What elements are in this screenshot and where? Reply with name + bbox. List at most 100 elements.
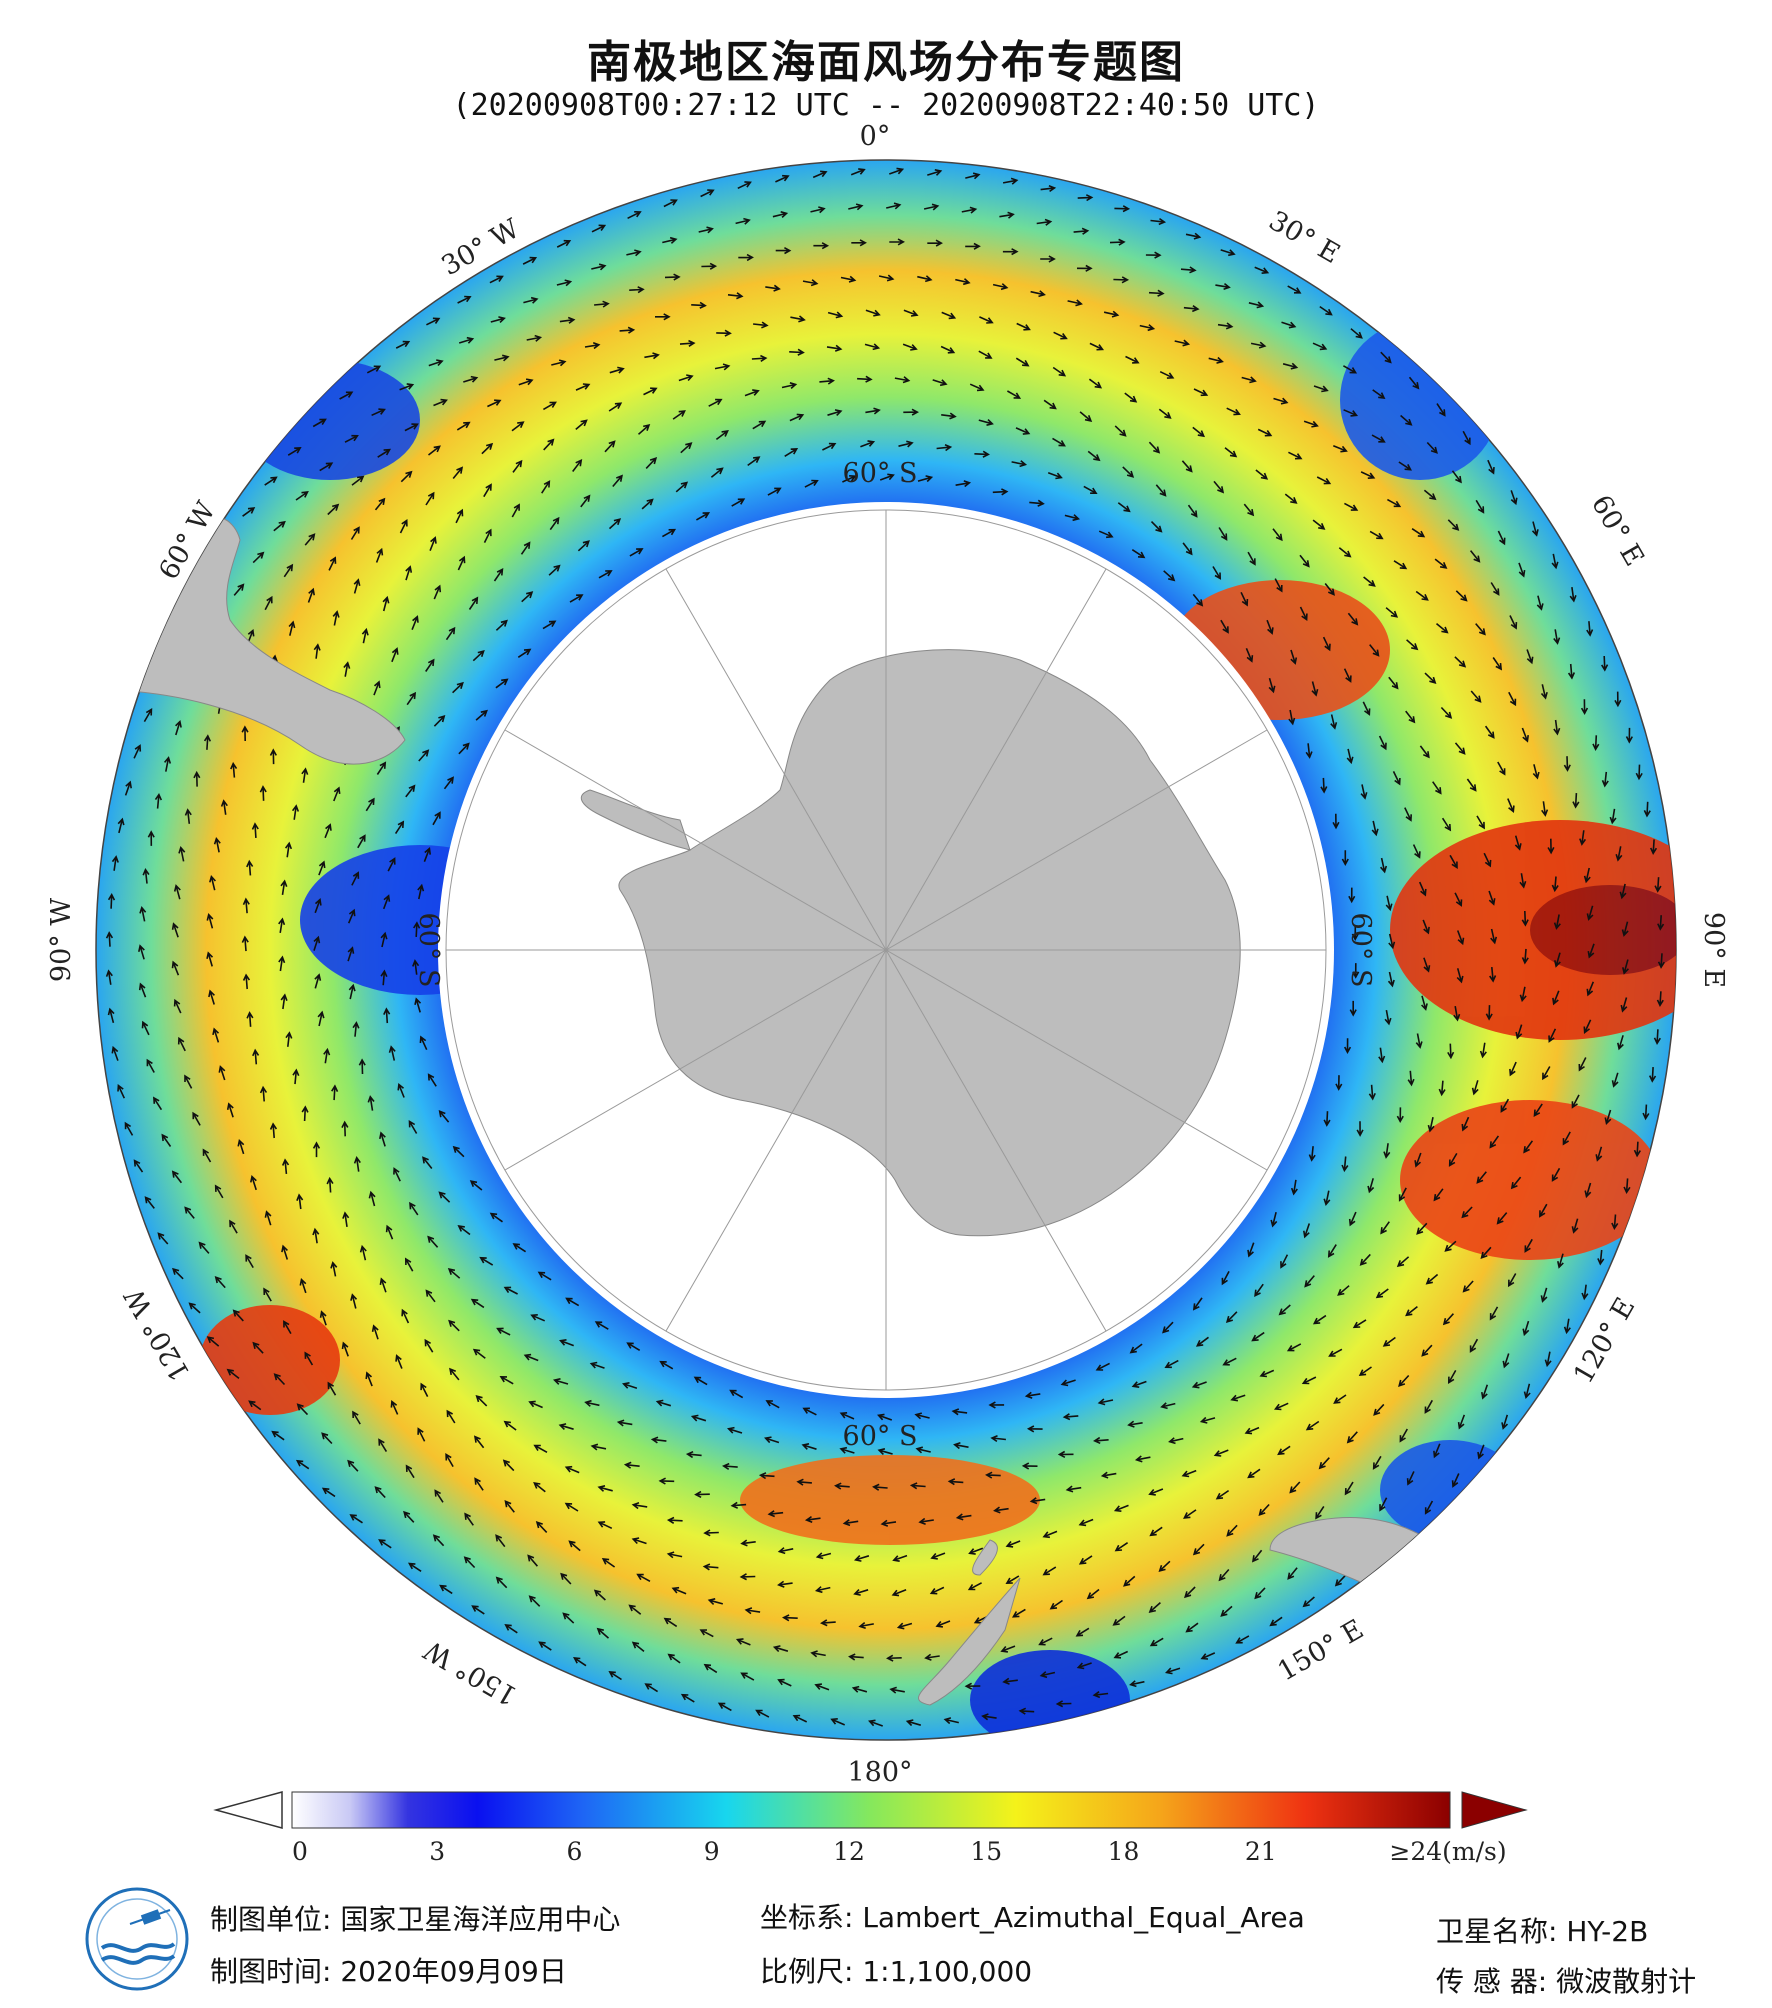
low-wind-patch-south xyxy=(970,1650,1130,1740)
wind-arrow xyxy=(1208,356,1224,364)
wind-arrow xyxy=(1344,502,1359,511)
wind-arrow xyxy=(1356,1121,1364,1137)
wind-arrow xyxy=(1335,1075,1343,1091)
wind-arrow xyxy=(124,780,132,796)
wind-arrow xyxy=(1230,1394,1246,1402)
wind-arrow xyxy=(281,1244,289,1260)
wind-arrow xyxy=(1544,1351,1552,1368)
wind-arrow xyxy=(722,1462,738,1470)
wind-arrow xyxy=(432,811,441,826)
wind-arrow xyxy=(1579,830,1587,846)
wind-arrow xyxy=(744,389,760,397)
wind-arrow xyxy=(1382,1336,1396,1347)
wind-arrow xyxy=(1168,1437,1184,1445)
wind-arrow xyxy=(1053,331,1068,340)
wind-arrow xyxy=(1392,771,1401,786)
wind-arrow xyxy=(1581,1284,1589,1301)
wind-arrow xyxy=(1363,576,1376,587)
wind-arrow xyxy=(591,263,607,271)
wind-arrow xyxy=(1379,857,1388,874)
wind-arrow xyxy=(457,555,466,571)
wind-arrow xyxy=(1212,566,1222,580)
wind-arrow xyxy=(1553,629,1561,645)
wind-arrow xyxy=(1604,1109,1612,1125)
wind-arrow xyxy=(479,1256,494,1266)
wind-arrow xyxy=(528,1400,543,1409)
wind-arrow xyxy=(1531,521,1539,537)
wind-arrow xyxy=(1343,409,1359,417)
wind-arrow xyxy=(133,1159,144,1173)
wind-arrow xyxy=(562,1612,575,1624)
wind-arrow xyxy=(246,1011,254,1027)
wind-arrow xyxy=(604,440,616,453)
wind-arrow xyxy=(573,1656,587,1667)
wind-arrow xyxy=(1358,1366,1372,1376)
wind-arrow xyxy=(161,1133,172,1147)
colorbar-tick-label: 15 xyxy=(970,1837,1002,1866)
wind-arrow xyxy=(645,456,658,469)
wind-arrow xyxy=(1129,1680,1145,1688)
wind-arrow xyxy=(390,1400,399,1415)
wind-arrow xyxy=(489,1212,503,1223)
wind-arrow xyxy=(448,1319,460,1332)
wind-arrow xyxy=(1183,1509,1197,1519)
wind-arrow xyxy=(716,329,732,337)
wind-arrow xyxy=(781,382,798,390)
wind-arrow xyxy=(351,871,360,886)
wind-arrow xyxy=(1322,636,1331,652)
wind-arrow xyxy=(458,336,475,344)
wind-arrow xyxy=(1103,310,1120,318)
colorbar-tick-label: 21 xyxy=(1245,1837,1277,1866)
wind-arrow xyxy=(287,447,302,456)
wind-arrow xyxy=(1158,408,1172,419)
wind-arrow xyxy=(1315,1505,1325,1520)
wind-arrow xyxy=(171,1170,183,1184)
nsoas-logo xyxy=(85,1887,189,1991)
wind-arrow xyxy=(1507,798,1515,814)
wind-arrow xyxy=(1302,1596,1315,1608)
wind-arrow xyxy=(241,725,249,742)
wind-arrow xyxy=(693,1376,708,1386)
wind-arrow xyxy=(880,1519,897,1527)
wind-arrow xyxy=(395,340,411,349)
wind-arrow xyxy=(1323,1111,1331,1127)
wind-arrow xyxy=(564,1502,579,1512)
wind-arrow xyxy=(927,169,943,176)
wind-arrow xyxy=(1040,184,1057,193)
wind-arrow xyxy=(1243,503,1255,517)
wind-arrow xyxy=(427,1073,437,1087)
scale-label: 比例尺: 1:1,100,000 xyxy=(760,1955,1033,1988)
wind-arrow xyxy=(1226,1524,1238,1537)
wind-arrow xyxy=(483,528,492,543)
time-range: (20200908T00:27:12 UTC -- 20200908T22:40… xyxy=(452,88,1320,123)
wind-arrow xyxy=(1112,1615,1126,1626)
wind-arrow xyxy=(117,1083,126,1099)
wind-arrow xyxy=(296,1193,304,1210)
wind-arrow xyxy=(1334,1574,1347,1587)
wind-arrow xyxy=(1086,1588,1100,1600)
wind-arrow xyxy=(1601,771,1609,788)
wind-arrow xyxy=(1215,282,1231,291)
wind-arrow xyxy=(1313,385,1329,393)
wind-arrow xyxy=(490,316,506,323)
wind-arrow xyxy=(1308,1146,1316,1162)
wind-arrow xyxy=(399,519,408,534)
wind-arrow xyxy=(518,378,534,386)
wind-arrow xyxy=(777,1580,793,1588)
wind-arrow xyxy=(1584,1182,1592,1199)
wind-arrow xyxy=(283,1320,292,1335)
wind-arrow xyxy=(1024,1391,1041,1399)
wind-arrow xyxy=(1508,691,1517,707)
wind-arrow xyxy=(981,1713,997,1721)
wind-arrow xyxy=(1456,968,1464,984)
wind-arrow xyxy=(903,408,919,416)
meridian-label-180: 180° xyxy=(847,1757,912,1788)
wind-arrow xyxy=(252,1048,260,1065)
wind-arrow xyxy=(230,761,238,778)
wind-arrow xyxy=(822,442,837,451)
wind-arrow xyxy=(1349,1000,1357,1017)
wind-arrow xyxy=(1457,1414,1466,1430)
wind-arrow xyxy=(1425,1273,1439,1285)
wind-arrow xyxy=(405,1464,415,1479)
wind-arrow xyxy=(559,316,576,324)
